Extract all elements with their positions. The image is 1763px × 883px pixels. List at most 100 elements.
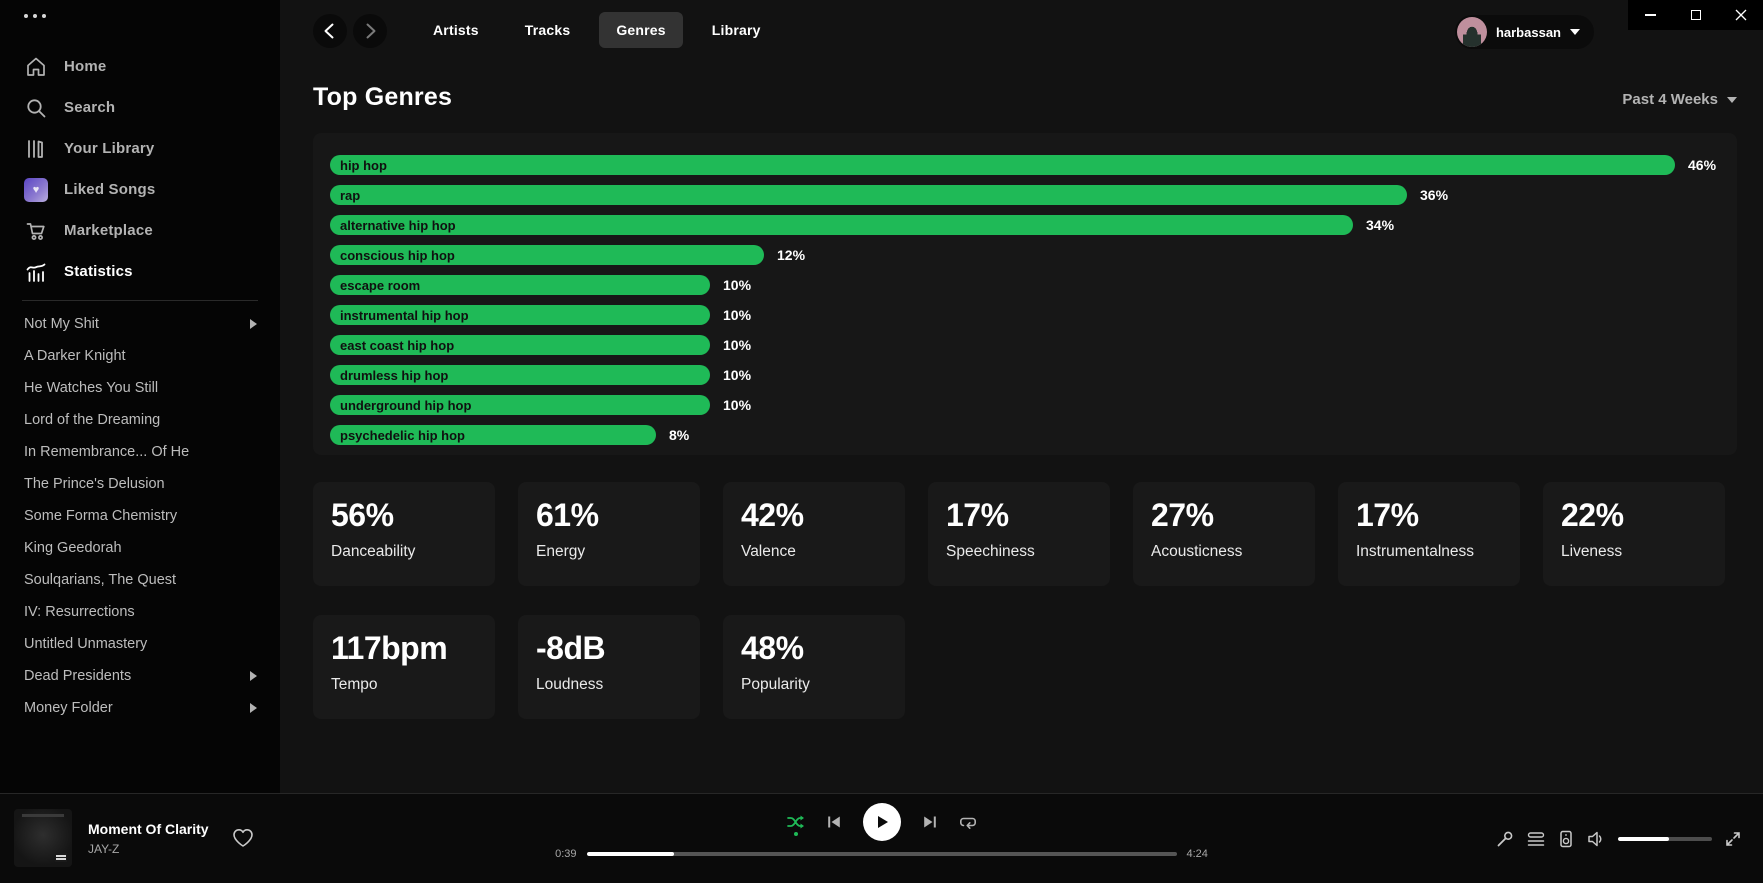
genre-row: instrumental hip hop 10% — [330, 300, 1737, 330]
sidebar: Home Search Your Library ♥ Liked Songs — [0, 0, 280, 793]
back-button[interactable] — [313, 14, 347, 48]
microphone-icon — [1497, 831, 1513, 847]
tab[interactable]: Tracks — [524, 22, 571, 38]
previous-button[interactable] — [826, 814, 842, 830]
genre-label: east coast hip hop — [340, 337, 455, 353]
sidebar-nav-label: Your Library — [64, 140, 155, 157]
genre-bar: underground hip hop — [330, 395, 710, 415]
track-artist[interactable]: JAY-Z — [88, 842, 120, 856]
playlist-item[interactable]: Money Folder — [0, 692, 280, 724]
stat-card: 61% Energy — [518, 482, 700, 586]
play-icon — [877, 816, 888, 828]
user-menu[interactable]: harbassan — [1454, 15, 1594, 49]
playlist-item[interactable]: A Darker Knight — [0, 340, 280, 372]
sidebar-nav-label: Search — [64, 99, 116, 116]
genre-label: psychedelic hip hop — [340, 427, 465, 443]
track-title[interactable]: Moment Of Clarity — [88, 821, 209, 837]
genre-label: escape room — [340, 277, 421, 293]
genre-bar: alternative hip hop — [330, 215, 1353, 235]
time-range-dropdown[interactable]: Past 4 Weeks — [1622, 91, 1737, 108]
genre-bar: instrumental hip hop — [330, 305, 710, 325]
minimize-button[interactable] — [1628, 0, 1673, 30]
stat-label: Instrumentalness — [1356, 543, 1475, 560]
album-art — [14, 809, 72, 867]
genre-bar: rap — [330, 185, 1407, 205]
tab[interactable]: Genres — [599, 12, 683, 48]
avatar — [1456, 17, 1487, 47]
shuffle-button[interactable] — [786, 814, 805, 836]
user-name: harbassan — [1495, 24, 1561, 40]
sidebar-nav-item[interactable]: Statistics — [0, 251, 280, 292]
app-menu-icon[interactable] — [24, 14, 46, 18]
genre-percentage: 10% — [723, 307, 752, 323]
chevron-down-icon — [1727, 96, 1737, 103]
sidebar-nav-item[interactable]: Marketplace — [0, 210, 280, 251]
close-icon — [1735, 9, 1746, 21]
stat-label: Loudness — [536, 676, 604, 693]
playlist-name: A Darker Knight — [24, 348, 126, 364]
sidebar-nav-item[interactable]: Your Library — [0, 128, 280, 169]
stat-label: Speechiness — [946, 543, 1035, 560]
playlist-item[interactable]: Some Forma Chemistry — [0, 500, 280, 532]
playlist-item[interactable]: He Watches You Still — [0, 372, 280, 404]
playlist-item[interactable]: IV: Resurrections — [0, 596, 280, 628]
playback-controls — [786, 802, 977, 842]
genre-bar: hip hop — [330, 155, 1675, 175]
maximize-button[interactable] — [1673, 0, 1718, 30]
seek-bar[interactable] — [586, 852, 1177, 856]
like-button[interactable] — [232, 828, 254, 848]
playlist-item[interactable]: Not My Shit — [0, 308, 280, 340]
connect-device-button[interactable] — [1558, 830, 1574, 848]
elapsed-time: 0:39 — [555, 848, 577, 860]
playlist-item[interactable]: Untitled Unmastery — [0, 628, 280, 660]
stat-card: 117bpm Tempo — [313, 615, 495, 719]
page-title: Top Genres — [313, 83, 453, 111]
repeat-icon — [959, 817, 976, 829]
sidebar-nav-item[interactable]: Search — [0, 87, 280, 128]
repeat-button[interactable] — [959, 814, 977, 830]
volume-slider[interactable] — [1618, 837, 1712, 841]
genre-label: underground hip hop — [340, 397, 472, 413]
queue-button[interactable] — [1527, 831, 1545, 847]
sidebar-nav-icon-slot — [24, 219, 48, 243]
sidebar-nav-icon-slot — [24, 96, 48, 120]
playlist-name: Not My Shit — [24, 316, 99, 332]
genre-bar: conscious hip hop — [330, 245, 764, 265]
playlist-item[interactable]: King Geedorah — [0, 532, 280, 564]
stat-card: -8dB Loudness — [518, 615, 700, 719]
mute-button[interactable] — [1587, 831, 1605, 847]
genre-row: hip hop 46% — [330, 150, 1737, 180]
sidebar-nav-item[interactable]: Home — [0, 46, 280, 87]
playlist-item[interactable]: Dead Presidents — [0, 660, 280, 692]
lyrics-button[interactable] — [1496, 830, 1514, 848]
sidebar-nav-label: Marketplace — [64, 222, 153, 239]
playlist-item[interactable]: In Remembrance... Of He — [0, 436, 280, 468]
close-button[interactable] — [1718, 0, 1763, 30]
main-content: Artists Tracks Genres Library harbassan … — [280, 0, 1763, 793]
minimize-icon — [1645, 14, 1656, 16]
stats-tabs: Artists Tracks Genres Library — [416, 12, 778, 48]
play-button[interactable] — [862, 803, 901, 841]
shuffle-icon — [786, 815, 804, 829]
genre-row: underground hip hop 10% — [330, 390, 1737, 420]
genre-row: conscious hip hop 12% — [330, 240, 1737, 270]
stat-cards-row-2: 117bpm Tempo -8dB Loudness 48% Popularit… — [313, 615, 905, 719]
total-time: 4:24 — [1186, 848, 1208, 860]
stat-value: 17% — [1356, 497, 1419, 533]
tab[interactable]: Library — [711, 22, 761, 38]
queue-icon — [1527, 832, 1545, 846]
fullscreen-button[interactable] — [1725, 831, 1741, 847]
playlist-item[interactable]: The Prince's Delusion — [0, 468, 280, 500]
forward-button[interactable] — [353, 14, 387, 48]
stat-card: 27% Acousticness — [1133, 482, 1315, 586]
genre-row: psychedelic hip hop 8% — [330, 420, 1737, 450]
stat-card: 17% Speechiness — [928, 482, 1110, 586]
tab[interactable]: Artists — [433, 22, 479, 38]
sidebar-nav-item[interactable]: ♥ Liked Songs — [0, 169, 280, 210]
next-button[interactable] — [922, 814, 938, 830]
genre-row: escape room 10% — [330, 270, 1737, 300]
playlist-item[interactable]: Lord of the Dreaming — [0, 404, 280, 436]
playlist-item[interactable]: Soulqarians, The Quest — [0, 564, 280, 596]
stat-card: 22% Liveness — [1543, 482, 1725, 586]
stat-card: 56% Danceability — [313, 482, 495, 586]
